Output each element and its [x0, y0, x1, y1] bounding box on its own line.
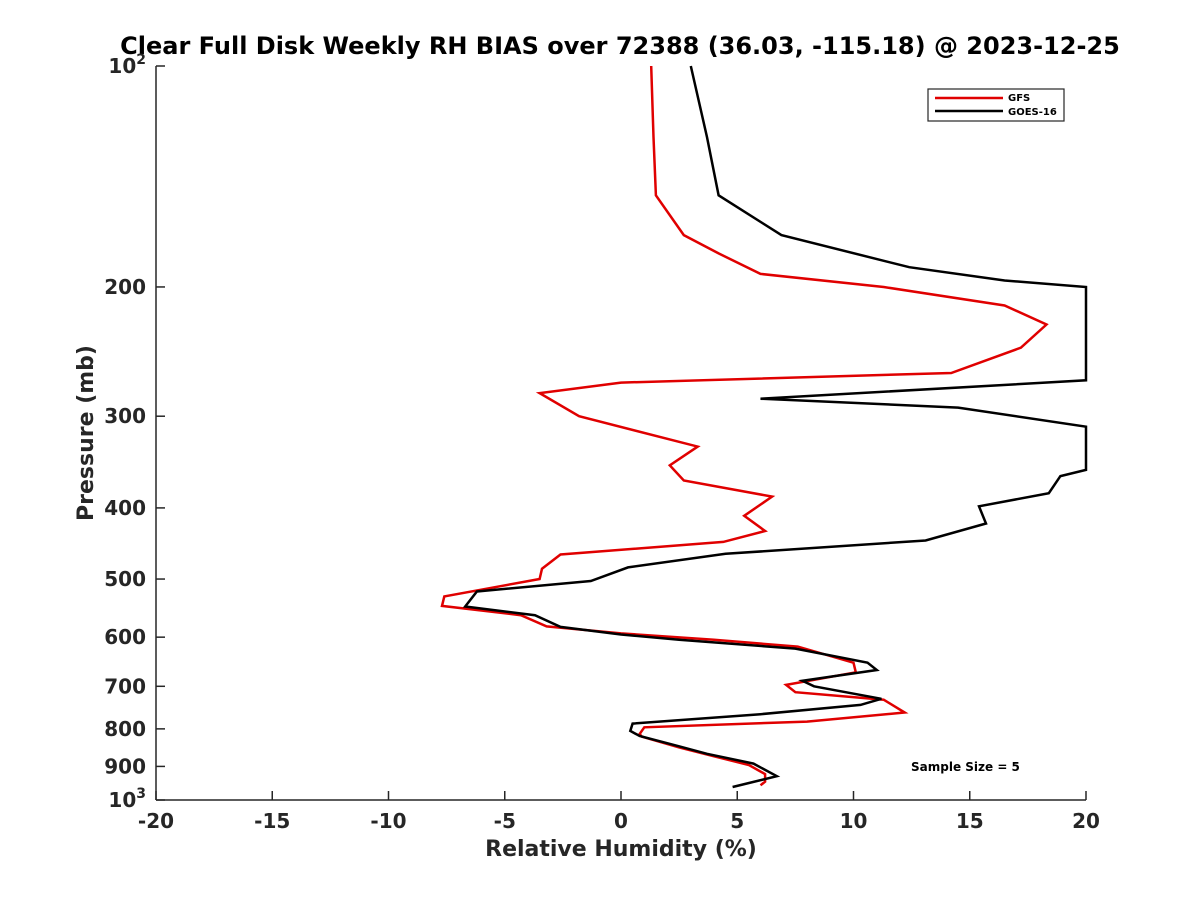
legend-box	[927, 88, 1065, 122]
x-tick-label: 20	[1072, 809, 1100, 833]
y-tick-label: 103	[108, 786, 146, 812]
y-tick-label: 700	[104, 674, 146, 698]
x-tick-label: 0	[614, 809, 628, 833]
y-tick-label: 900	[104, 754, 146, 778]
y-tick-label: 300	[104, 404, 146, 428]
x-tick-label: 10	[840, 809, 868, 833]
x-tick-label: -15	[254, 809, 290, 833]
y-tick-label: 200	[104, 275, 146, 299]
sample-size-annotation: Sample Size = 5	[911, 760, 1020, 774]
y-tick-label: 600	[104, 625, 146, 649]
legend-label-gfs: GFS	[1008, 93, 1030, 104]
x-axis-label: Relative Humidity (%)	[485, 837, 757, 862]
y-axis-label: Pressure (mb)	[74, 345, 99, 521]
x-tick-label: 15	[956, 809, 984, 833]
series-line-gfs	[440, 65, 1049, 787]
x-tick-label: -20	[138, 809, 174, 833]
x-tick-group: -20 -15 -10 -5 0 5 10 15 20	[138, 791, 1100, 833]
legend: GFS GOES-16	[927, 88, 1065, 122]
y-tick-label: 500	[104, 567, 146, 591]
x-tick-label: -10	[370, 809, 406, 833]
y-tick-label: 400	[104, 496, 146, 520]
y-tick-label: 102	[108, 52, 146, 78]
chart-title: Clear Full Disk Weekly RH BIAS over 7238…	[120, 32, 1120, 60]
x-tick-label: -5	[494, 809, 516, 833]
x-tick-label: 5	[730, 809, 744, 833]
legend-label-goes16: GOES-16	[1008, 107, 1057, 118]
series-line-goes16	[462, 65, 1088, 789]
y-tick-group: 102 200 300 400 500 600 700 800 900 103	[104, 52, 165, 812]
y-tick-label: 800	[104, 717, 146, 741]
plot-area	[440, 65, 1088, 789]
